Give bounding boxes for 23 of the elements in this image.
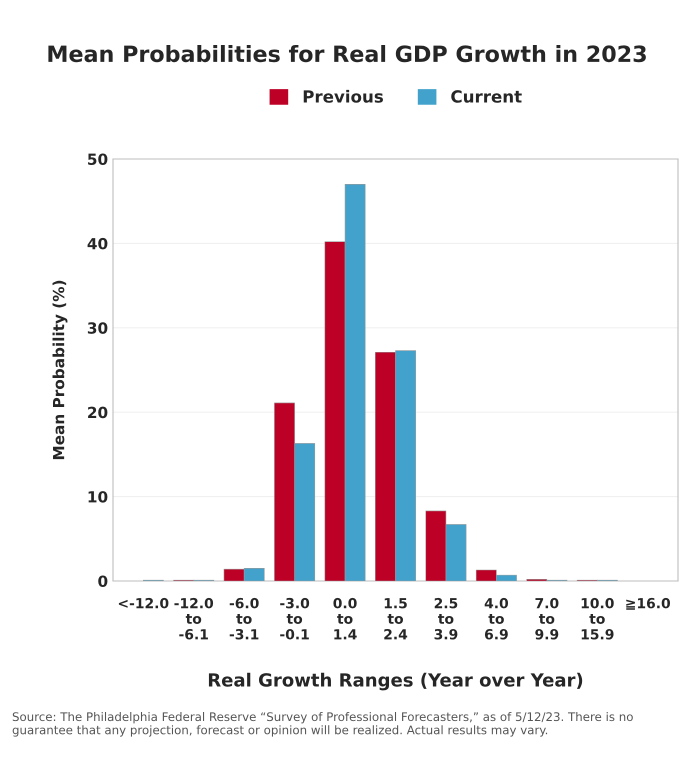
x-axis-title: Real Growth Ranges (Year over Year) <box>208 672 582 690</box>
y-tick-label: 20 <box>88 406 108 418</box>
x-tick-label: 1.5 to 2.4 <box>384 598 408 640</box>
x-tick-label: <-12.0 <box>118 598 168 608</box>
x-tick-label: -3.0 to -0.1 <box>280 598 310 640</box>
x-tick-label: ≧16.0 <box>626 598 670 610</box>
y-tick-label: 0 <box>98 575 108 588</box>
x-tick-label: -6.0 to -3.1 <box>230 598 259 640</box>
x-tick-label: -12.0 to -6.1 <box>174 598 214 640</box>
legend-label: Current <box>451 90 522 103</box>
y-tick-label: 30 <box>88 322 108 334</box>
y-axis-title: Mean Probability (%) <box>52 280 68 460</box>
x-tick-label: 0.0 to 1.4 <box>333 598 357 640</box>
x-tick-label: 4.0 to 6.9 <box>484 598 508 640</box>
x-tick-label: 2.5 to 3.9 <box>434 598 458 640</box>
chart-title: Mean Probabilities for Real GDP Growth in 2023 <box>48 45 646 62</box>
y-tick-label: 40 <box>88 238 108 250</box>
x-tick-label: 10.0 to 15.9 <box>582 598 614 640</box>
source-note: Source: The Philadelphia Federal Reserve “Survey of Professional Forecasters,” as of 5/12/23. There is no guarantee that any projection, forecast or opinion will be realized. Actual results may vary. <box>12 712 633 737</box>
y-tick-label: 50 <box>88 153 108 166</box>
legend-label: Previous <box>304 90 383 103</box>
y-tick-label: 10 <box>88 491 108 503</box>
x-tick-label: 7.0 to 9.9 <box>535 598 558 640</box>
